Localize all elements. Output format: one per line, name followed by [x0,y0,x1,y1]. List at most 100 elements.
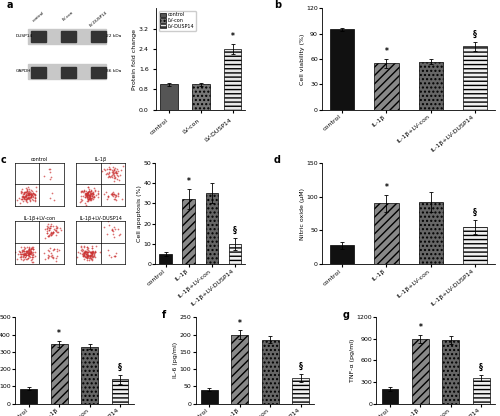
Point [16,188,24,195]
Bar [374,63,398,110]
Point [91,249,99,256]
Point [52,228,60,234]
Point [119,163,127,170]
Point [22,189,30,196]
Point [82,194,90,201]
Point [46,223,54,230]
Point [84,193,92,200]
Point [24,249,32,256]
Point [24,190,32,196]
Point [22,196,30,203]
Point [80,249,88,255]
Point [114,193,122,200]
Point [47,229,55,235]
Point [86,193,94,199]
Point [90,249,98,255]
Point [84,196,92,202]
Point [26,250,34,257]
Point [110,195,118,202]
Bar [232,334,248,404]
Point [46,231,54,238]
Bar [192,84,210,110]
Point [26,249,34,255]
Point [84,186,92,193]
Point [25,190,33,196]
Point [20,196,28,202]
Bar [28,64,106,79]
Point [19,256,27,263]
Point [107,191,115,198]
Point [86,192,94,198]
Point [85,191,93,198]
Y-axis label: Cell viability (%): Cell viability (%) [300,33,305,85]
Point [116,171,124,178]
Point [92,191,100,198]
Point [91,254,99,261]
Point [84,246,92,253]
Point [110,223,118,230]
Point [54,225,62,232]
Point [22,256,30,262]
Point [82,188,90,195]
Point [83,193,91,200]
Point [87,251,95,258]
Point [17,188,25,194]
Point [82,202,90,209]
Point [22,252,30,258]
Point [104,171,112,178]
Point [86,253,94,259]
Point [82,253,90,260]
Point [26,197,34,204]
Point [108,191,116,197]
Point [86,193,94,200]
Title: control: control [31,157,48,162]
Point [22,188,30,195]
Point [20,254,28,260]
Point [10,249,18,255]
Point [110,175,118,182]
Point [82,250,90,257]
Point [82,250,90,257]
Y-axis label: TNF-α (pg/ml): TNF-α (pg/ml) [350,339,355,382]
Point [50,245,58,252]
Point [20,192,28,199]
Point [46,223,54,229]
Point [26,191,34,197]
Point [31,191,39,198]
Point [81,249,89,255]
Text: *: * [384,183,388,192]
Point [112,169,120,176]
Point [21,189,29,196]
Point [18,247,26,254]
Point [25,248,33,255]
Point [22,186,30,192]
Point [80,188,88,194]
Point [110,191,118,198]
Point [84,188,92,195]
Point [26,249,34,256]
Point [20,247,28,254]
Point [24,247,32,253]
Bar [412,339,428,404]
Point [106,254,114,260]
Point [84,198,92,204]
Point [88,250,96,256]
Point [52,245,60,252]
Point [25,250,33,257]
Point [82,253,90,260]
Point [20,194,28,201]
Point [86,191,94,198]
Point [26,250,34,257]
Point [83,191,91,198]
Point [78,248,86,254]
Bar [463,227,487,264]
Point [16,249,24,255]
Point [77,196,85,202]
Point [26,191,34,198]
Point [114,173,122,180]
Point [29,193,37,200]
Point [86,248,94,255]
Bar [224,49,242,110]
Point [27,245,35,252]
Point [94,188,102,194]
